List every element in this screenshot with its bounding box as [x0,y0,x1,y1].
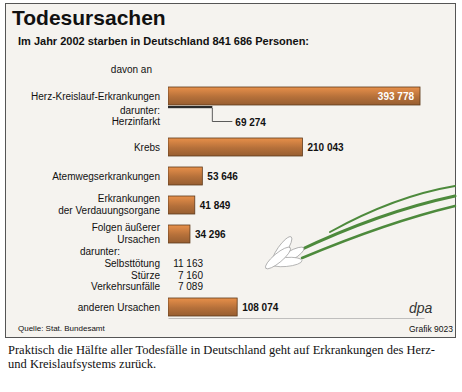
detail-bar [168,106,212,108]
detail-label: Herzinfarkt [112,116,161,127]
category-label: Herz-Kreislauf-Erkrankungen [31,91,160,102]
detail-connector [212,108,232,122]
category-label: Atemwegserkrankungen [52,171,160,182]
bar [168,87,420,105]
detail-label: Selbsttötung [104,258,160,269]
detail-title: darunter: [80,246,120,257]
data-label: 108 074 [242,302,279,313]
detail-value: 69 274 [235,117,266,128]
flower-stem [296,196,455,252]
labels: Herz-Kreislauf-Erkrankungen 393 778 darunt… [31,91,414,313]
bar [168,196,195,214]
bar [168,138,302,156]
bar [168,167,202,185]
data-label: 210 043 [307,142,344,153]
frame [6,4,456,338]
category-label: Erkrankungender Verdauungsorgane [58,193,160,216]
detail-value: 11 163 [173,258,203,269]
category-label: Folgen äußererUrsachen [92,222,161,245]
x-axis [169,318,425,319]
flower-decoration [263,186,455,272]
chart: Todesursachen Im Jahr 2002 starben in Deu… [0,0,462,340]
title: Todesursachen [12,6,166,29]
credit-detail: Grafik 9023 [409,324,453,334]
data-label: 41 849 [200,200,231,211]
bars [168,87,420,316]
flower-stem [302,206,455,258]
category-label: anderen Ursachen [78,302,160,313]
subtitle: Im Jahr 2002 starben in Deutschland 841 … [18,35,309,47]
x-axis-line [169,318,425,319]
flower-stem [330,186,455,232]
source: Quelle: Stat. Bundesamt [18,324,105,333]
intro: davon an [111,64,152,75]
bar [168,298,237,316]
category-label: Krebs [134,142,160,153]
detail-value: 7 089 [178,281,203,292]
data-label: 34 296 [195,229,226,240]
data-label: 393 778 [378,91,415,102]
detail-label: Stürze [131,270,160,281]
detail-title: darunter: [120,105,160,116]
bar [168,225,190,243]
flower-petal [263,244,293,271]
detail-value: 7 160 [178,270,203,281]
data-label: 53 646 [207,171,238,182]
caption: Praktisch die Hälfte aller Todesfälle in… [8,343,454,371]
page: Todesursachen Im Jahr 2002 starben in Deu… [0,0,462,392]
detail-label: Verkehrsunfälle [91,281,160,292]
credit: dpa [409,300,433,316]
